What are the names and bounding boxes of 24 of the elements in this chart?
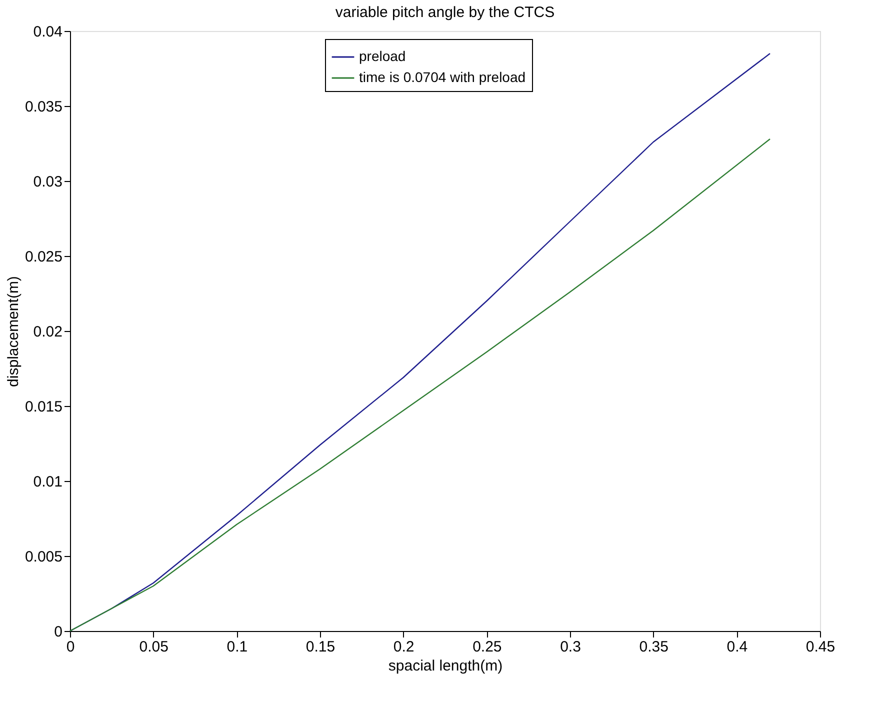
legend-label: time is 0.0704 with preload — [359, 69, 526, 85]
legend-label: preload — [359, 48, 406, 64]
y-tick-label: 0.005 — [24, 548, 62, 566]
y-axis-title: displacement(m) — [4, 276, 22, 387]
chart-title: variable pitch angle by the CTCS — [335, 4, 555, 21]
x-tick-label: 0.45 — [806, 638, 836, 656]
y-tick-label: 0.02 — [33, 324, 62, 340]
x-tick-label: 0.3 — [560, 638, 581, 656]
y-tick-label: 0.04 — [33, 24, 62, 40]
x-tick-label: 0.05 — [139, 638, 168, 656]
x-tick-label: 0.2 — [393, 638, 414, 656]
x-tick-label: 0.4 — [726, 638, 748, 656]
y-tick-label: 0.035 — [24, 98, 62, 116]
y-tick-label: 0.025 — [24, 248, 62, 266]
x-axis-title: spacial length(m) — [388, 658, 503, 674]
y-tick-label: 0.015 — [24, 398, 62, 416]
y-tick-label: 0 — [54, 624, 62, 640]
x-tick-label: 0.25 — [472, 638, 502, 656]
y-tick-label: 0.03 — [33, 174, 62, 190]
x-tick-label: 0.15 — [306, 638, 336, 656]
x-tick-label: 0.35 — [639, 638, 668, 656]
x-tick-label: 0.1 — [226, 638, 248, 656]
y-tick-label: 0.01 — [33, 474, 62, 490]
x-tick-label: 0 — [66, 638, 75, 656]
